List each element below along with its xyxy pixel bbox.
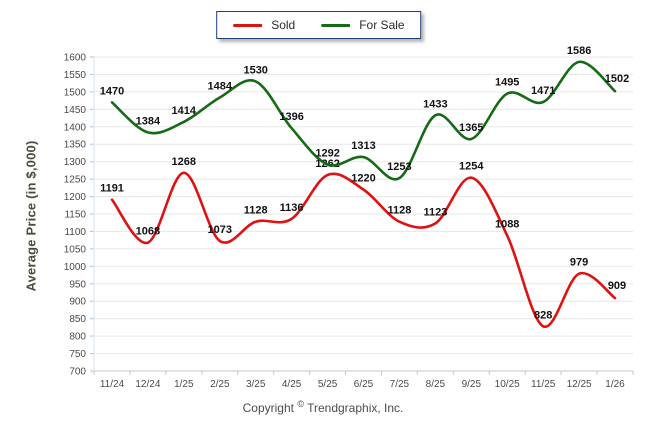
svg-text:1471: 1471: [531, 85, 555, 97]
copyright: Copyright © Trendgraphix, Inc.: [0, 399, 646, 415]
series-line-sold: [110, 171, 617, 328]
svg-text:1128: 1128: [387, 205, 411, 217]
svg-text:1433: 1433: [423, 98, 447, 110]
svg-text:1253: 1253: [387, 161, 411, 173]
for-sale-line-swatch: [321, 23, 351, 27]
svg-text:1502: 1502: [605, 73, 629, 85]
svg-text:700: 700: [69, 367, 86, 378]
y-axis-title: Average Price (in $,000): [23, 140, 39, 292]
svg-text:1586: 1586: [567, 45, 591, 57]
svg-text:10/25: 10/25: [495, 379, 520, 390]
svg-text:1365: 1365: [459, 122, 483, 134]
svg-text:1300: 1300: [64, 157, 87, 168]
svg-text:1150: 1150: [64, 210, 86, 221]
svg-text:1384: 1384: [136, 115, 161, 127]
series-line-for-sale: [110, 60, 617, 181]
svg-text:1200: 1200: [64, 192, 87, 203]
gridlines: [90, 56, 633, 372]
svg-text:6/25: 6/25: [354, 379, 374, 390]
svg-text:8/25: 8/25: [426, 379, 446, 390]
svg-text:828: 828: [534, 309, 552, 321]
svg-text:1068: 1068: [136, 226, 160, 238]
svg-text:950: 950: [69, 279, 86, 290]
svg-text:1450: 1450: [64, 105, 87, 116]
copyright-company: Trendgraphix, Inc.: [307, 401, 404, 415]
svg-text:1136: 1136: [280, 202, 304, 214]
svg-text:1220: 1220: [351, 173, 375, 185]
svg-text:1500: 1500: [64, 87, 87, 98]
svg-text:1350: 1350: [64, 140, 87, 151]
svg-text:1191: 1191: [100, 183, 124, 195]
svg-text:750: 750: [69, 349, 86, 360]
copyright-prefix: Copyright: [242, 401, 294, 415]
svg-text:7/25: 7/25: [390, 379, 410, 390]
svg-text:1292: 1292: [315, 148, 339, 160]
svg-text:1600: 1600: [64, 53, 87, 64]
svg-text:1414: 1414: [172, 105, 197, 117]
svg-text:1088: 1088: [495, 219, 519, 231]
svg-text:3/25: 3/25: [246, 379, 266, 390]
svg-text:1470: 1470: [100, 85, 124, 97]
svg-text:1254: 1254: [459, 161, 484, 173]
svg-text:11/24: 11/24: [100, 379, 125, 390]
svg-text:1396: 1396: [279, 111, 303, 123]
svg-text:1484: 1484: [208, 81, 233, 93]
legend-label-sold: Sold: [271, 18, 296, 32]
y-axis-labels: 700 750 800 850 900 950 1000 1050 1100 1150 1200 12…: [64, 53, 87, 378]
sold-line-swatch: [233, 23, 263, 27]
svg-text:1100: 1100: [64, 227, 86, 238]
x-axis-labels: 11/24 12/24 1/25 2/25 3/25 4/25 5/25 6/25 7/25 8/…: [100, 379, 625, 390]
legend-item-for-sale: For Sale: [321, 18, 405, 32]
svg-text:1128: 1128: [244, 205, 268, 217]
svg-text:900: 900: [69, 297, 86, 308]
svg-text:12/25: 12/25: [567, 379, 592, 390]
svg-text:4/25: 4/25: [282, 379, 302, 390]
svg-text:800: 800: [69, 332, 86, 343]
svg-text:9/25: 9/25: [462, 379, 482, 390]
svg-text:1313: 1313: [351, 140, 375, 152]
svg-text:1123: 1123: [423, 206, 447, 218]
svg-text:1/25: 1/25: [174, 379, 194, 390]
svg-text:909: 909: [608, 280, 626, 292]
svg-text:1400: 1400: [64, 122, 87, 133]
svg-text:1073: 1073: [208, 224, 232, 236]
svg-text:2/25: 2/25: [210, 379, 230, 390]
data-labels-for-sale: 1470 1384 1414 1484 1530 1396 1292 1313 1253 1433…: [100, 45, 629, 173]
svg-text:12/24: 12/24: [135, 379, 160, 390]
svg-text:979: 979: [570, 257, 588, 269]
svg-text:1268: 1268: [172, 156, 196, 168]
legend-item-sold: Sold: [233, 18, 295, 32]
legend-label-for-sale: For Sale: [359, 18, 405, 32]
svg-text:5/25: 5/25: [318, 379, 338, 390]
svg-text:1000: 1000: [64, 262, 87, 273]
svg-text:1050: 1050: [64, 244, 87, 255]
svg-text:1530: 1530: [243, 64, 267, 76]
svg-text:1495: 1495: [495, 77, 519, 89]
copyright-symbol: ©: [297, 399, 304, 409]
svg-text:850: 850: [69, 314, 86, 325]
svg-text:1550: 1550: [64, 70, 87, 81]
svg-text:1/26: 1/26: [605, 379, 625, 390]
svg-text:1250: 1250: [64, 175, 87, 186]
svg-text:11/25: 11/25: [531, 379, 556, 390]
legend: Sold For Sale: [216, 11, 422, 39]
axes: [93, 57, 634, 375]
